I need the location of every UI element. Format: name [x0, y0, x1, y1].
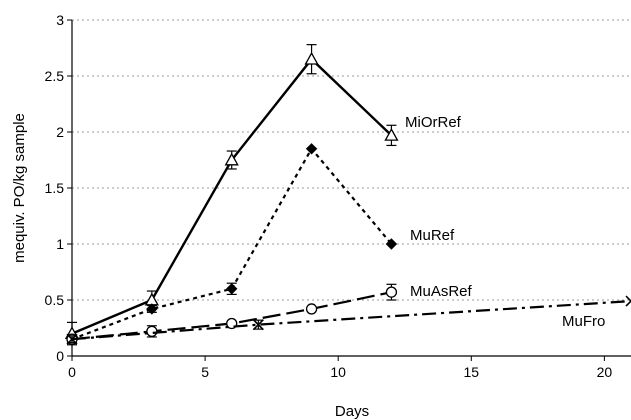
x-tick-label-4: 20 [597, 364, 613, 380]
data-point-miorref-3 [304, 51, 319, 65]
data-point-muref-4 [385, 238, 398, 250]
data-point-miorref-1 [144, 292, 159, 306]
series-line-muref [71, 146, 393, 341]
x-tick-label-3: 15 [463, 364, 479, 380]
data-point-mufro-0 [66, 333, 78, 345]
data-point-mufro-1-stroke-b [252, 319, 264, 331]
series-layer [64, 44, 631, 346]
data-point-muref-3 [305, 143, 318, 155]
series-label-muasref: MuAsRef [410, 283, 473, 300]
y-tick-label-2: 1 [56, 236, 64, 252]
series-label-mufro: MuFro [562, 313, 605, 330]
data-point-mufro-0-stroke-b [66, 333, 78, 345]
series-label-miorref: MiOrRef [405, 114, 462, 131]
data-point-muasref-4 [385, 286, 398, 298]
y-tick-label-0: 0 [56, 348, 64, 364]
y-tick-label-6: 3 [56, 12, 64, 28]
data-point-miorref-2 [224, 152, 239, 166]
data-point-muasref-1 [146, 325, 158, 338]
data-point-miorref-4 [384, 128, 399, 141]
series-line-muasref [71, 291, 392, 341]
grid-layer [72, 19, 631, 301]
x-tick-label-1: 5 [201, 364, 209, 380]
x-tick-label-2: 10 [330, 364, 346, 380]
y-tick-label-5: 2.5 [45, 68, 65, 84]
y-tick-label-3: 1.5 [45, 180, 65, 196]
data-point-muasref-3 [305, 303, 318, 315]
data-point-muref-1 [146, 303, 158, 315]
y-tick-label-1: 0.5 [45, 292, 65, 308]
x-axis-title: Days [335, 403, 369, 420]
series-line-mufro [71, 300, 631, 341]
data-point-muref-2 [226, 283, 238, 295]
y-tick-label-4: 2 [56, 124, 64, 140]
data-point-mufro-1 [252, 319, 264, 331]
y-axis-title: mequiv. PO/kg sample [11, 113, 28, 263]
data-point-mufro-2-stroke-a [625, 295, 631, 303]
data-point-mufro-2 [625, 295, 631, 307]
series-label-muref: MuRef [410, 227, 455, 244]
labels-layer: MiOrRef MuRef MuAsRef MuFro [405, 114, 605, 330]
data-point-mufro-2-stroke-b [625, 299, 631, 307]
axes-layer: 0 0.5 1 1.5 2 2.5 3 0 5 10 15 20 [45, 12, 631, 380]
x-tick-label-0: 0 [68, 364, 76, 380]
